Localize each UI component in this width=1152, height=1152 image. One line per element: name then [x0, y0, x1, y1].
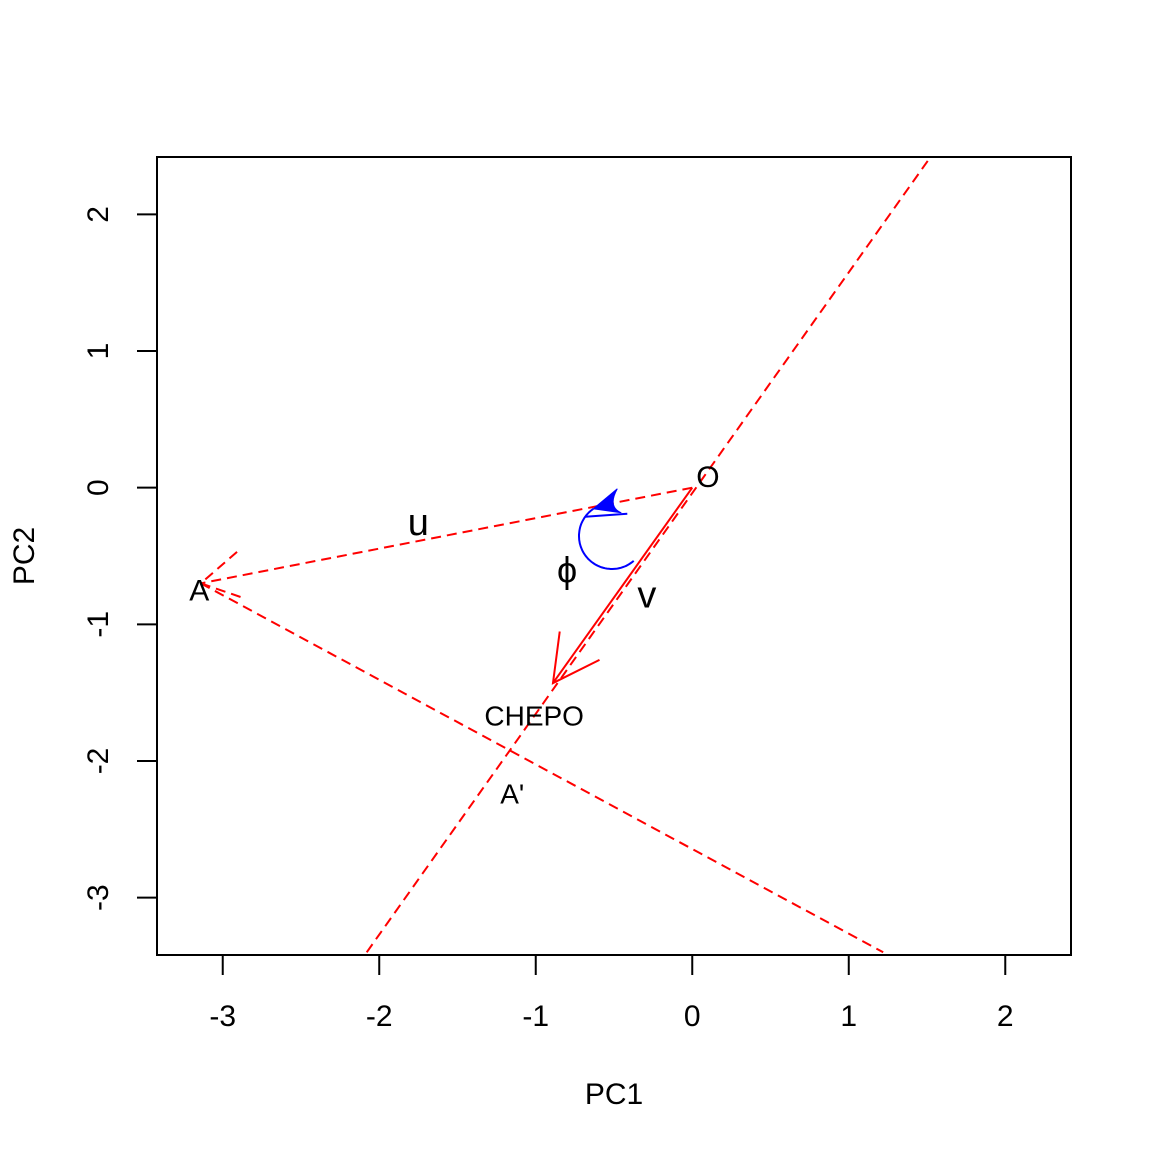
y-axis: -3 -2 -1 0 1 2: [82, 206, 158, 911]
x-tick-label: -1: [522, 1000, 549, 1033]
label-A-prime: A': [500, 779, 524, 810]
arrow-v-shaft: [552, 487, 694, 684]
label-A: A: [189, 575, 209, 608]
y-axis-title: PC2: [8, 527, 41, 585]
phi-arc: [578, 508, 635, 570]
label-phi: ϕ: [557, 549, 577, 590]
label-u: u: [408, 502, 429, 544]
plot-frame: [156, 156, 1072, 956]
x-tick-label: 1: [840, 1000, 857, 1033]
y-tick-label: 1: [82, 343, 115, 360]
point-labels: u v ϕ O A CHEPO A': [189, 461, 719, 809]
y-tick-label: -2: [82, 748, 115, 775]
arrows: [198, 487, 694, 685]
x-tick-label: 2: [997, 1000, 1014, 1033]
label-v: v: [637, 575, 656, 617]
label-CHEPO: CHEPO: [484, 701, 584, 732]
arrowhead-u: [198, 551, 247, 600]
arrowhead-v: [551, 631, 600, 685]
phi-arrowhead-tail: [585, 512, 628, 518]
y-tick-label: -1: [82, 611, 115, 638]
x-tick-label: 0: [684, 1000, 701, 1033]
axis-line-v: [365, 159, 930, 953]
projection-line: [200, 582, 884, 954]
x-axis: -3 -2 -1 0 1 2: [209, 954, 1014, 1033]
angle-arc: [578, 488, 635, 570]
label-O: O: [696, 461, 719, 494]
y-tick-label: -3: [82, 884, 115, 911]
y-tick-label: 2: [82, 206, 115, 223]
x-tick-label: -2: [366, 1000, 393, 1033]
x-tick-label: -3: [209, 1000, 236, 1033]
y-tick-label: 0: [82, 479, 115, 496]
phi-arrowhead: [592, 488, 622, 514]
x-axis-title: PC1: [585, 1078, 643, 1111]
